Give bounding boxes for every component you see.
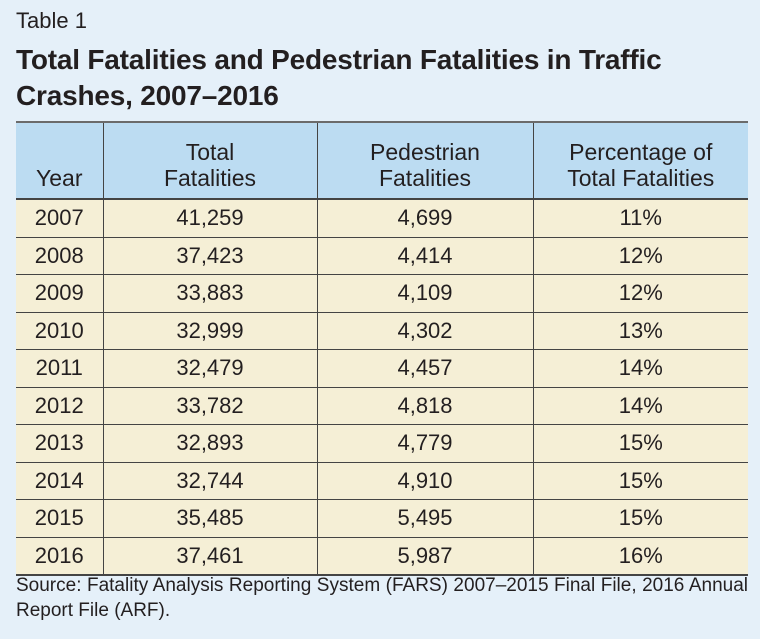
header-year-label: Year	[36, 165, 83, 191]
cell-year: 2008	[16, 236, 103, 275]
cell-percent: 12%	[532, 236, 748, 275]
cell-pedestrian: 5,495	[316, 499, 533, 537]
cell-percent: 13%	[532, 311, 748, 350]
cell-total: 32,479	[102, 349, 317, 387]
header-ped-line2: Fatalities	[378, 165, 472, 191]
cell-year: 2015	[16, 499, 103, 537]
cell-pedestrian: 5,987	[316, 536, 533, 576]
table-row: 2014 32,744 4,910 15%	[16, 461, 748, 500]
cell-pedestrian: 4,414	[316, 236, 533, 275]
cell-total: 33,782	[102, 386, 317, 425]
header-total-fatalities: Total Fatalities	[102, 121, 317, 200]
cell-total: 32,893	[102, 424, 317, 462]
header-total-line1: Total	[185, 139, 235, 165]
cell-total: 37,423	[102, 236, 317, 275]
table-title: Total Fatalities and Pedestrian Fataliti…	[16, 44, 662, 111]
cell-year: 2010	[16, 311, 103, 350]
cell-percent: 15%	[532, 424, 748, 462]
cell-pedestrian: 4,910	[316, 461, 533, 500]
cell-year: 2012	[16, 386, 103, 425]
cell-total: 37,461	[102, 536, 317, 576]
cell-total: 41,259	[102, 199, 317, 237]
cell-year: 2016	[16, 536, 103, 576]
header-pedestrian-fatalities: Pedestrian Fatalities	[316, 121, 533, 200]
source-note: Source: Fatality Analysis Reporting Syst…	[16, 575, 748, 621]
cell-year: 2009	[16, 274, 103, 312]
table-header: Year Total Fatalities Pedestrian Fatalit…	[16, 121, 748, 200]
table-row: 2016 37,461 5,987 16%	[16, 536, 748, 576]
table-label: Table 1	[16, 8, 87, 33]
cell-percent: 14%	[532, 349, 748, 387]
header-pct-line1: Percentage of	[569, 139, 713, 165]
header-total-line2: Fatalities	[163, 165, 257, 191]
cell-percent: 15%	[532, 461, 748, 500]
header-ped-line1: Pedestrian	[370, 139, 480, 165]
header-row: Year Total Fatalities Pedestrian Fatalit…	[16, 121, 748, 200]
cell-pedestrian: 4,302	[316, 311, 533, 350]
table-row: 2008 37,423 4,414 12%	[16, 236, 748, 275]
cell-percent: 14%	[532, 386, 748, 425]
cell-pedestrian: 4,109	[316, 274, 533, 312]
cell-percent: 15%	[532, 499, 748, 537]
cell-percent: 12%	[532, 274, 748, 312]
cell-pedestrian: 4,779	[316, 424, 533, 462]
table-row: 2010 32,999 4,302 13%	[16, 311, 748, 350]
header-percentage: Percentage of Total Fatalities	[532, 121, 748, 200]
cell-year: 2007	[16, 199, 103, 237]
cell-pedestrian: 4,699	[316, 199, 533, 237]
table-row: 2009 33,883 4,109 12%	[16, 274, 748, 312]
table-row: 2007 41,259 4,699 11%	[16, 199, 748, 237]
fatalities-table: Year Total Fatalities Pedestrian Fatalit…	[16, 121, 748, 576]
table-row: 2013 32,893 4,779 15%	[16, 424, 748, 462]
cell-total: 35,485	[102, 499, 317, 537]
header-year: Year	[16, 121, 103, 200]
cell-year: 2014	[16, 461, 103, 500]
table-body: 2007 41,259 4,699 11% 2008 37,423 4,414 …	[16, 199, 748, 576]
cell-year: 2013	[16, 424, 103, 462]
cell-pedestrian: 4,818	[316, 386, 533, 425]
header-pct-line2: Total Fatalities	[567, 165, 715, 191]
cell-pedestrian: 4,457	[316, 349, 533, 387]
cell-percent: 11%	[532, 199, 748, 237]
cell-total: 32,744	[102, 461, 317, 500]
cell-total: 32,999	[102, 311, 317, 350]
table-row: 2011 32,479 4,457 14%	[16, 349, 748, 387]
cell-total: 33,883	[102, 274, 317, 312]
cell-year: 2011	[16, 349, 103, 387]
cell-percent: 16%	[532, 536, 748, 576]
table-row: 2012 33,782 4,818 14%	[16, 386, 748, 425]
table-row: 2015 35,485 5,495 15%	[16, 499, 748, 537]
